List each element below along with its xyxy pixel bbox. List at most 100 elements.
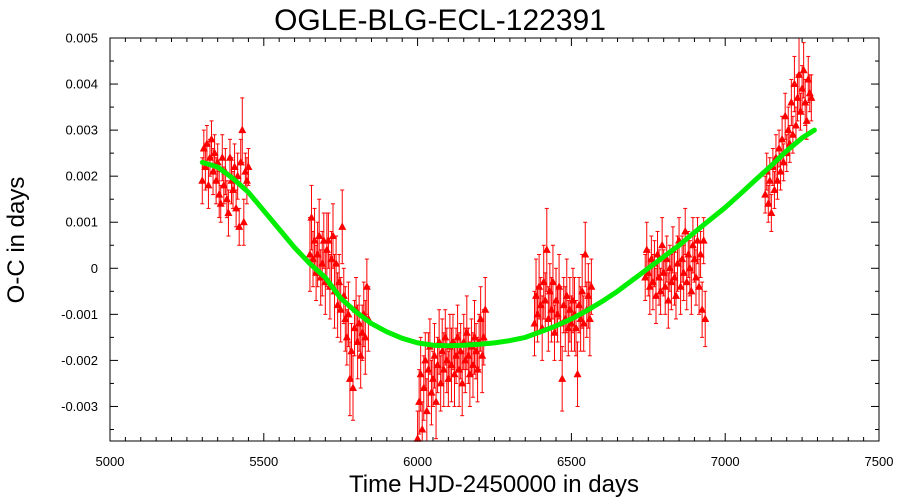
data-point — [550, 328, 559, 336]
data-point — [659, 268, 668, 276]
data-point — [576, 314, 585, 322]
data-point — [305, 249, 314, 258]
data-point — [684, 249, 693, 258]
data-point — [350, 323, 359, 332]
data-point — [427, 388, 436, 396]
data-point — [687, 286, 696, 295]
data-point — [209, 167, 218, 175]
data-point — [413, 434, 422, 442]
data-point — [667, 277, 676, 286]
data-point — [452, 351, 461, 359]
x-tick-label: 7500 — [865, 454, 894, 469]
data-point — [199, 144, 208, 152]
data-point — [578, 286, 587, 295]
data-point — [778, 134, 787, 143]
data-point — [559, 300, 568, 309]
y-tick-label: 0.005 — [65, 31, 98, 46]
y-tick-label: -0.003 — [61, 399, 98, 414]
data-point — [532, 291, 541, 299]
y-tick-label: 0.002 — [65, 169, 98, 184]
data-point — [795, 70, 804, 78]
data-point — [798, 84, 807, 92]
data-point — [804, 74, 813, 83]
fit-curve — [199, 127, 817, 349]
data-point — [662, 254, 671, 263]
data-point — [238, 125, 247, 134]
data-point — [318, 259, 327, 267]
data-point — [241, 167, 250, 175]
data-point — [327, 254, 336, 263]
data-point — [553, 309, 562, 318]
data-point — [225, 153, 234, 161]
data-point — [790, 79, 799, 88]
data-point — [481, 305, 490, 313]
y-tick-label: 0.001 — [65, 215, 98, 230]
data-point — [807, 93, 816, 101]
data-point — [544, 314, 553, 322]
data-point — [545, 286, 554, 295]
data-point — [447, 360, 456, 369]
data-point — [356, 351, 365, 359]
data-point — [535, 282, 544, 290]
data-point — [430, 351, 439, 359]
data-point — [216, 199, 225, 207]
data-point — [444, 374, 453, 382]
data-point — [653, 249, 662, 258]
data-point — [558, 374, 567, 382]
data-point — [236, 157, 245, 166]
data-point — [201, 162, 210, 170]
data-point — [479, 332, 488, 341]
data-point — [671, 291, 680, 299]
data-point — [761, 190, 770, 198]
data-point — [536, 300, 545, 309]
data-point — [432, 397, 441, 405]
data-point — [767, 208, 776, 217]
data-point — [213, 157, 222, 166]
data-point — [349, 383, 358, 392]
data-point — [315, 231, 324, 240]
y-tick-label: 0 — [91, 261, 98, 276]
data-point — [799, 65, 808, 74]
data-point — [465, 369, 474, 378]
data-point — [765, 176, 774, 184]
data-point — [679, 268, 688, 276]
axes: 5000 5500 6000 6500 7000 7500 -0.003 -0.002 -0.0… — [61, 31, 893, 470]
data-point — [333, 300, 342, 309]
data-point — [472, 346, 481, 355]
data-point — [587, 282, 596, 290]
data-point — [796, 107, 805, 115]
data-point — [233, 171, 242, 180]
data-point — [242, 176, 251, 184]
data-point — [581, 249, 590, 258]
data-point — [204, 180, 213, 189]
data-point — [647, 254, 656, 263]
data-point — [341, 314, 350, 322]
data-point — [699, 236, 708, 244]
plot-frame — [109, 37, 880, 442]
data-point — [575, 300, 584, 309]
data-point — [215, 190, 224, 198]
chart-title: OGLE-BLG-ECL-122391 — [274, 4, 606, 37]
data-point — [665, 263, 674, 272]
data-point — [548, 277, 557, 286]
data-point — [658, 240, 667, 249]
data-point — [345, 374, 354, 382]
data-point — [468, 360, 477, 369]
data-point — [441, 332, 450, 341]
data-point — [358, 328, 367, 336]
data-point — [313, 249, 322, 258]
data-point — [644, 268, 653, 276]
data-point — [436, 378, 445, 387]
data-point — [424, 365, 433, 373]
data-point — [530, 319, 539, 327]
data-point — [695, 282, 704, 290]
data-point — [678, 254, 687, 263]
data-point — [438, 346, 447, 355]
data-point — [572, 323, 581, 332]
data-point — [224, 208, 233, 217]
data-point — [230, 162, 239, 170]
data-point — [361, 332, 370, 341]
data-point — [664, 296, 673, 304]
data-point — [218, 153, 227, 161]
data-point — [788, 130, 797, 138]
